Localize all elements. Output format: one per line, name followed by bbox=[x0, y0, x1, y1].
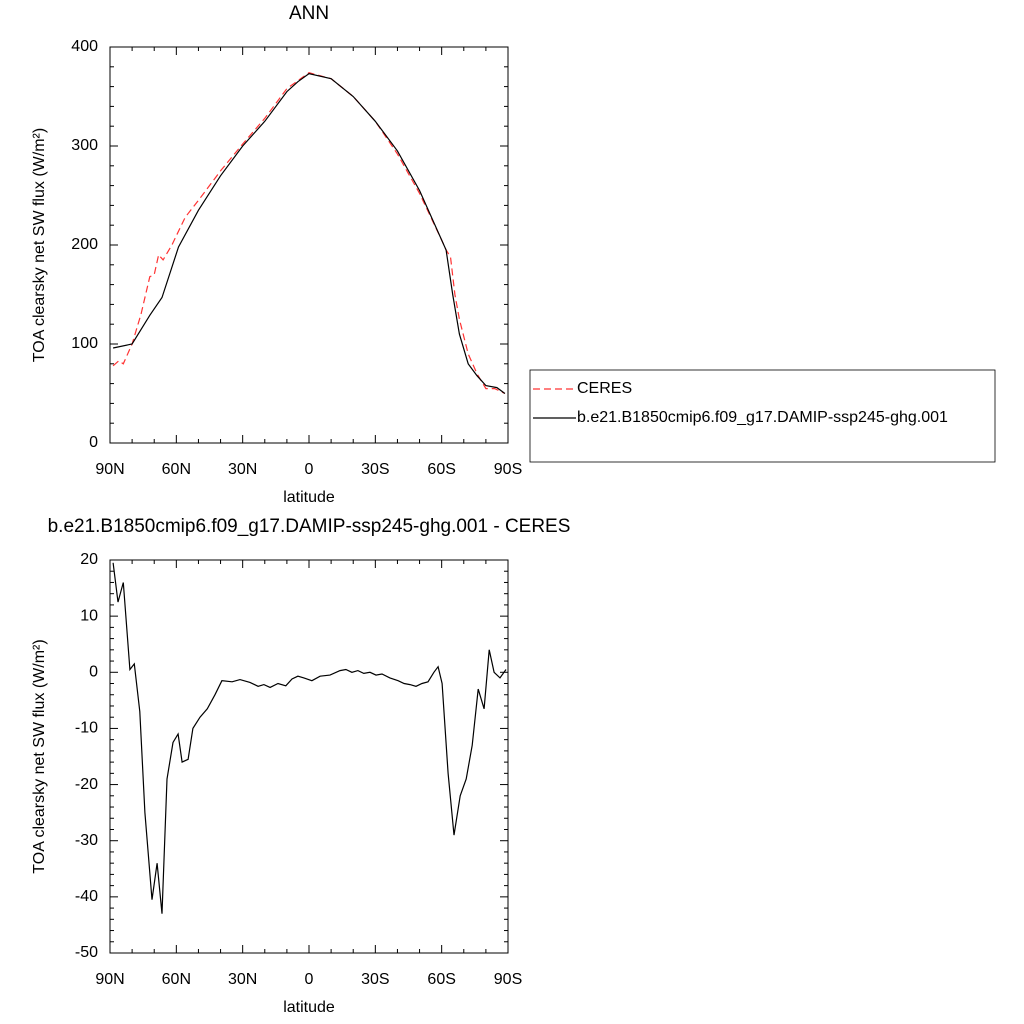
x-tick-label: 60N bbox=[162, 971, 191, 988]
plot-frame bbox=[109, 559, 509, 954]
legend-label: CERES bbox=[577, 380, 632, 397]
x-tick-label: 60S bbox=[427, 971, 455, 988]
x-tick-label: 90N bbox=[95, 461, 124, 478]
x-tick-label: 30S bbox=[361, 971, 389, 988]
y-tick-label: 0 bbox=[89, 664, 98, 681]
y-axis-label: TOA clearsky net SW flux (W/m²) bbox=[31, 128, 48, 362]
data-line bbox=[112, 72, 506, 395]
y-tick-label: -40 bbox=[75, 888, 98, 905]
chart-title: ANN bbox=[289, 3, 329, 24]
x-axis-label: latitude bbox=[283, 489, 335, 506]
y-tick-label: 10 bbox=[80, 607, 98, 624]
legend-box bbox=[529, 369, 996, 463]
x-tick-label: 90S bbox=[494, 461, 522, 478]
y-axis-label: TOA clearsky net SW flux (W/m²) bbox=[31, 639, 48, 873]
x-tick-label: 90S bbox=[494, 971, 522, 988]
y-tick-label: -50 bbox=[75, 944, 98, 961]
x-axis-label: latitude bbox=[283, 999, 335, 1016]
y-tick-label: 400 bbox=[71, 38, 98, 55]
y-tick-label: 100 bbox=[71, 335, 98, 352]
x-tick-label: 90N bbox=[95, 971, 124, 988]
x-tick-label: 30N bbox=[228, 971, 257, 988]
plot-frame bbox=[109, 46, 509, 444]
x-tick-label: 30N bbox=[228, 461, 257, 478]
x-tick-label: 0 bbox=[305, 461, 314, 478]
data-line bbox=[112, 73, 506, 394]
data-line bbox=[112, 562, 507, 914]
y-tick-label: -20 bbox=[75, 776, 98, 793]
chart-title: b.e21.B1850cmip6.f09_g17.DAMIP-ssp245-gh… bbox=[48, 516, 571, 537]
x-tick-label: 60N bbox=[162, 461, 191, 478]
x-tick-label: 0 bbox=[305, 971, 314, 988]
y-tick-label: -10 bbox=[75, 720, 98, 737]
y-tick-label: 0 bbox=[89, 434, 98, 451]
legend-label: b.e21.B1850cmip6.f09_g17.DAMIP-ssp245-gh… bbox=[577, 409, 948, 426]
x-tick-label: 60S bbox=[427, 461, 455, 478]
y-tick-label: 20 bbox=[80, 551, 98, 568]
y-tick-label: -30 bbox=[75, 832, 98, 849]
y-tick-label: 300 bbox=[71, 137, 98, 154]
x-tick-label: 30S bbox=[361, 461, 389, 478]
y-tick-label: 200 bbox=[71, 236, 98, 253]
